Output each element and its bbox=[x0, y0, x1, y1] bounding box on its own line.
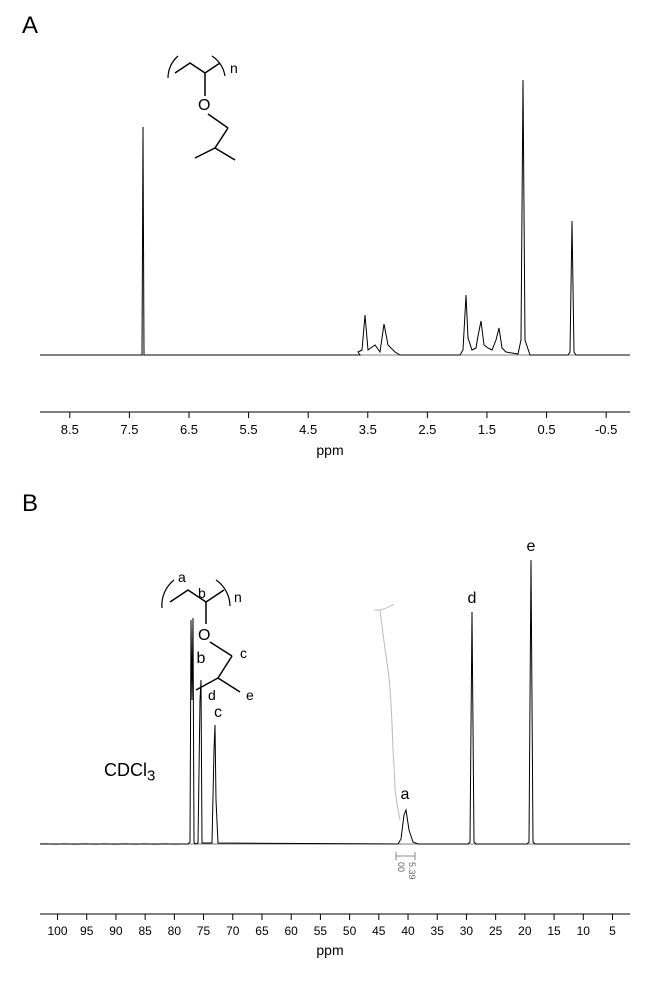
tick-a: 4.5 bbox=[299, 422, 317, 437]
tick-b: 55 bbox=[314, 924, 327, 938]
peak-label-b: b bbox=[197, 650, 206, 668]
tick-b: 100 bbox=[48, 924, 68, 938]
svg-text:n: n bbox=[230, 60, 238, 76]
svg-text:a: a bbox=[178, 569, 186, 585]
integral-value-1: 00 bbox=[396, 862, 406, 872]
tick-b: 60 bbox=[285, 924, 298, 938]
spectrum-a-plot: n O bbox=[40, 20, 630, 410]
tick-b: 65 bbox=[255, 924, 268, 938]
integral-value-2: 5.39 bbox=[407, 862, 417, 880]
svg-text:c: c bbox=[240, 645, 247, 661]
peak-label-a: a bbox=[401, 786, 410, 804]
svg-text:O: O bbox=[198, 97, 210, 114]
tick-a: 2.5 bbox=[418, 422, 436, 437]
tick-b: 95 bbox=[80, 924, 93, 938]
svg-text:d: d bbox=[208, 687, 216, 703]
spectrum-a-svg bbox=[40, 20, 630, 410]
peak-label-c: c bbox=[214, 704, 222, 722]
nmr-figure: A n O bbox=[0, 0, 659, 1000]
tick-b: 5 bbox=[609, 924, 616, 938]
tick-b: 30 bbox=[460, 924, 473, 938]
tick-a: 5.5 bbox=[240, 422, 258, 437]
panel-b: B bbox=[0, 480, 659, 1000]
svg-text:O: O bbox=[198, 627, 210, 644]
svg-text:b: b bbox=[198, 585, 206, 601]
peak-label-e: e bbox=[527, 538, 536, 556]
tick-b: 70 bbox=[226, 924, 239, 938]
panel-a-label: A bbox=[22, 12, 38, 40]
spectrum-b-svg bbox=[40, 500, 630, 910]
tick-a: 1.5 bbox=[478, 422, 496, 437]
tick-b: 50 bbox=[343, 924, 356, 938]
panel-a: A n O bbox=[0, 0, 659, 480]
peak-label-d: d bbox=[468, 590, 477, 608]
axis-b-label: ppm bbox=[300, 942, 360, 958]
axis-a-label: ppm bbox=[300, 442, 360, 458]
solvent-label: CDCl3 bbox=[104, 760, 155, 785]
tick-b: 45 bbox=[372, 924, 385, 938]
tick-a: 3.5 bbox=[359, 422, 377, 437]
tick-b: 75 bbox=[197, 924, 210, 938]
tick-a: 6.5 bbox=[180, 422, 198, 437]
tick-a: 7.5 bbox=[120, 422, 138, 437]
tick-a: 0.5 bbox=[538, 422, 556, 437]
tick-a: 8.5 bbox=[61, 422, 79, 437]
tick-b: 35 bbox=[431, 924, 444, 938]
tick-b: 25 bbox=[489, 924, 502, 938]
axis-b bbox=[40, 912, 630, 940]
svg-text:n: n bbox=[234, 589, 242, 605]
structure-a: n O bbox=[150, 48, 300, 208]
tick-b: 80 bbox=[168, 924, 181, 938]
structure-b: a b n O c d e bbox=[140, 562, 310, 742]
spectrum-b-plot: a b n O c d e CDCl3 b c a d e 00 bbox=[40, 500, 630, 910]
panel-b-label: B bbox=[22, 490, 38, 518]
tick-b: 15 bbox=[547, 924, 560, 938]
tick-b: 40 bbox=[401, 924, 414, 938]
tick-a: -0.5 bbox=[595, 422, 617, 437]
tick-b: 20 bbox=[518, 924, 531, 938]
tick-b: 10 bbox=[577, 924, 590, 938]
svg-text:e: e bbox=[246, 687, 254, 703]
tick-b: 90 bbox=[109, 924, 122, 938]
tick-b: 85 bbox=[138, 924, 151, 938]
